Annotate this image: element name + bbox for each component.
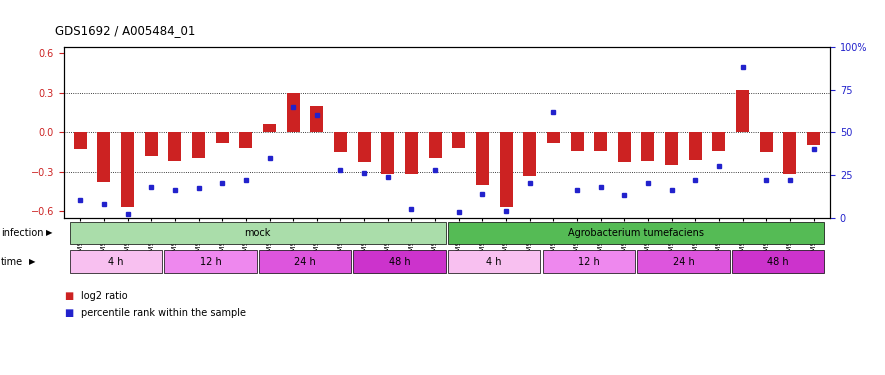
Bar — [637, 251, 729, 273]
Bar — [97, 132, 111, 182]
Bar — [287, 93, 300, 132]
Bar — [807, 132, 820, 146]
Bar — [405, 132, 418, 174]
Text: 24 h: 24 h — [673, 257, 695, 267]
Text: 48 h: 48 h — [389, 257, 411, 267]
Bar — [571, 132, 583, 150]
Bar — [689, 132, 702, 160]
Text: ▶: ▶ — [29, 257, 35, 266]
Text: ■: ■ — [64, 308, 73, 318]
Bar — [452, 132, 466, 148]
Bar — [73, 132, 87, 149]
Text: ▶: ▶ — [46, 228, 52, 237]
Text: ■: ■ — [64, 291, 73, 301]
Bar — [165, 251, 257, 273]
Bar — [448, 222, 824, 244]
Bar — [70, 251, 162, 273]
Bar — [121, 132, 135, 207]
Bar — [642, 132, 655, 161]
Text: 24 h: 24 h — [294, 257, 316, 267]
Bar — [783, 132, 796, 174]
Bar — [263, 124, 276, 132]
Bar — [216, 132, 228, 143]
Bar — [192, 132, 205, 158]
Bar — [168, 132, 181, 161]
Bar — [666, 132, 678, 165]
Text: infection: infection — [1, 228, 43, 238]
Text: 4 h: 4 h — [108, 257, 124, 267]
Bar — [381, 132, 395, 174]
Bar — [712, 132, 726, 150]
Bar — [311, 106, 323, 132]
Bar — [499, 132, 512, 207]
Bar — [448, 251, 541, 273]
Bar — [145, 132, 158, 156]
Text: log2 ratio: log2 ratio — [81, 291, 128, 301]
Text: 48 h: 48 h — [767, 257, 789, 267]
Bar — [428, 132, 442, 158]
Bar — [523, 132, 536, 176]
Bar — [476, 132, 489, 185]
Bar — [618, 132, 631, 162]
Bar — [732, 251, 824, 273]
Bar — [70, 222, 446, 244]
Text: Agrobacterium tumefaciens: Agrobacterium tumefaciens — [568, 228, 704, 238]
Bar — [594, 132, 607, 150]
Text: 12 h: 12 h — [199, 257, 221, 267]
Bar — [334, 132, 347, 152]
Text: GDS1692 / A005484_01: GDS1692 / A005484_01 — [55, 24, 196, 38]
Text: mock: mock — [244, 228, 271, 238]
Text: time: time — [1, 257, 23, 267]
Text: 4 h: 4 h — [487, 257, 502, 267]
Bar — [759, 132, 773, 152]
Bar — [543, 251, 635, 273]
Bar — [736, 90, 749, 132]
Bar — [259, 251, 351, 273]
Bar — [547, 132, 560, 143]
Text: 12 h: 12 h — [578, 257, 600, 267]
Text: percentile rank within the sample: percentile rank within the sample — [81, 308, 246, 318]
Bar — [358, 132, 371, 162]
Bar — [239, 132, 252, 148]
Bar — [353, 251, 446, 273]
